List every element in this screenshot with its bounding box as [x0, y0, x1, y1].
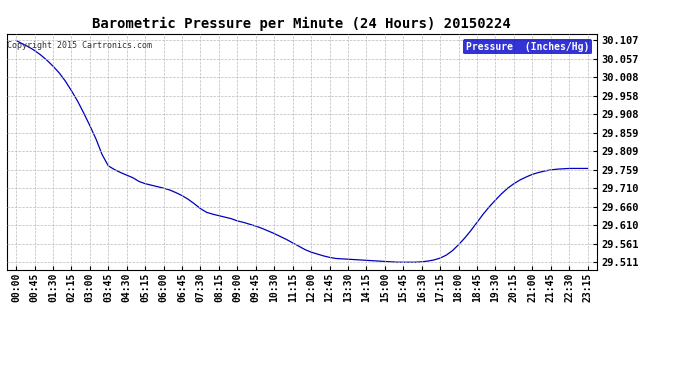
Text: Copyright 2015 Cartronics.com: Copyright 2015 Cartronics.com — [8, 41, 152, 50]
Title: Barometric Pressure per Minute (24 Hours) 20150224: Barometric Pressure per Minute (24 Hours… — [92, 17, 511, 31]
Legend: Pressure  (Inches/Hg): Pressure (Inches/Hg) — [463, 39, 592, 54]
